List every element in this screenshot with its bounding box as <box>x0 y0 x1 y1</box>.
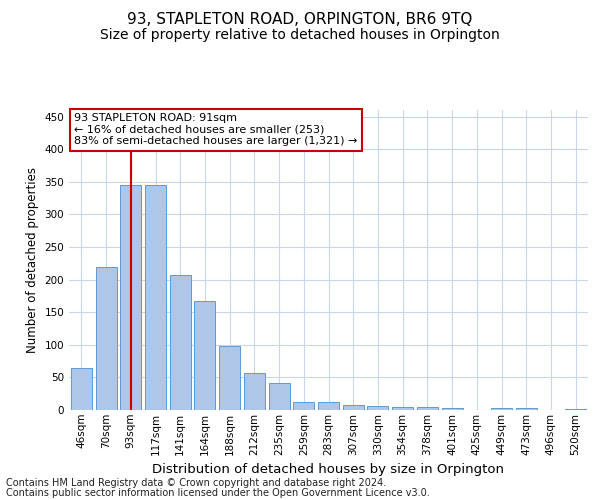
Text: Contains HM Land Registry data © Crown copyright and database right 2024.: Contains HM Land Registry data © Crown c… <box>6 478 386 488</box>
Bar <box>71 368 92 410</box>
Bar <box>293 402 314 410</box>
Bar <box>343 405 364 410</box>
Bar <box>442 408 463 410</box>
Bar <box>269 382 290 410</box>
Bar <box>145 185 166 410</box>
Bar <box>565 408 586 410</box>
Bar <box>392 406 413 410</box>
Text: 93 STAPLETON ROAD: 91sqm
← 16% of detached houses are smaller (253)
83% of semi-: 93 STAPLETON ROAD: 91sqm ← 16% of detach… <box>74 113 358 146</box>
Bar <box>194 301 215 410</box>
Bar <box>516 408 537 410</box>
Bar <box>367 406 388 410</box>
Text: Size of property relative to detached houses in Orpington: Size of property relative to detached ho… <box>100 28 500 42</box>
Y-axis label: Number of detached properties: Number of detached properties <box>26 167 39 353</box>
X-axis label: Distribution of detached houses by size in Orpington: Distribution of detached houses by size … <box>152 463 505 476</box>
Text: Contains public sector information licensed under the Open Government Licence v3: Contains public sector information licen… <box>6 488 430 498</box>
Bar <box>120 185 141 410</box>
Bar <box>491 408 512 410</box>
Bar <box>417 406 438 410</box>
Bar <box>219 346 240 410</box>
Bar <box>170 275 191 410</box>
Text: 93, STAPLETON ROAD, ORPINGTON, BR6 9TQ: 93, STAPLETON ROAD, ORPINGTON, BR6 9TQ <box>127 12 473 28</box>
Bar <box>244 374 265 410</box>
Bar <box>95 266 116 410</box>
Bar <box>318 402 339 410</box>
